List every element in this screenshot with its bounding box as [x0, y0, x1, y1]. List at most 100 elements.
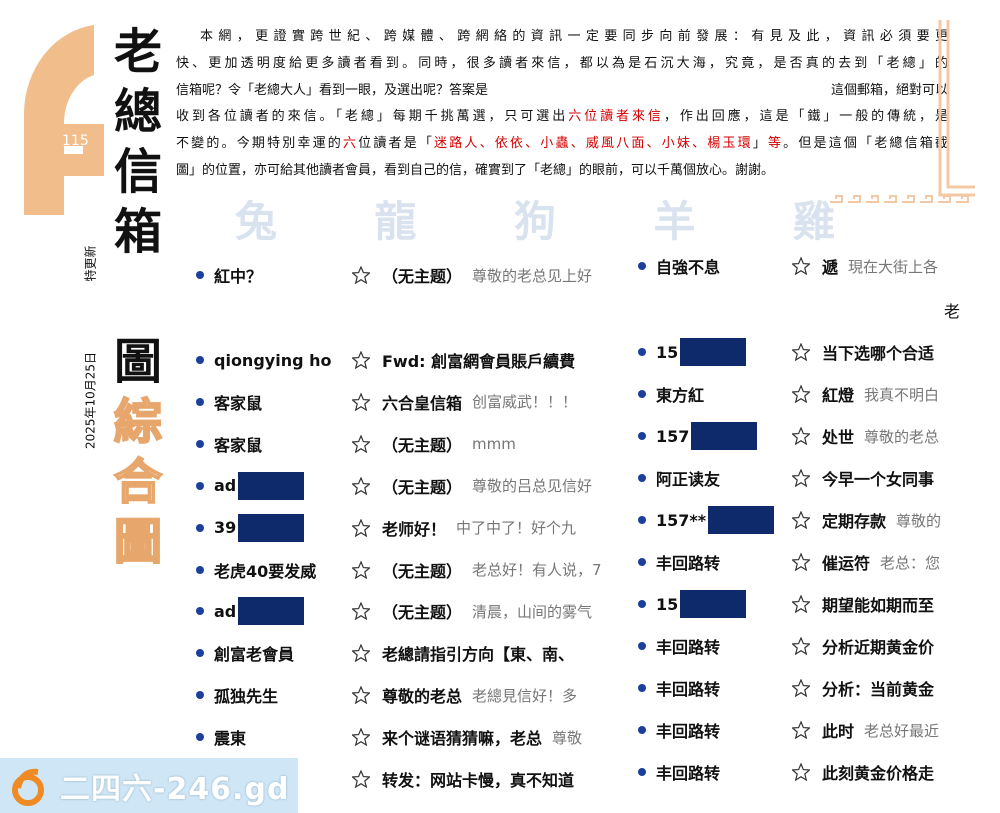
star-icon[interactable]: [792, 637, 810, 655]
text-run: 。但是這個「老總信箱截: [783, 136, 948, 152]
sender-name: 157: [656, 426, 690, 446]
mail-row[interactable]: 丰回路转 分析：当前黄金: [638, 673, 956, 703]
mail-row[interactable]: 15 期望能如期而至: [638, 589, 956, 619]
star-icon[interactable]: [352, 351, 370, 369]
subject: Fwd: 創富網會員賬戶續費: [382, 352, 576, 371]
mail-row[interactable]: 157** 定期存款 尊敬的: [638, 505, 956, 535]
star-icon[interactable]: [352, 770, 370, 788]
star-icon[interactable]: [352, 392, 370, 411]
watermark-text: 二四六-246.gd: [60, 771, 290, 807]
sender: 丰回路转: [656, 676, 720, 700]
sender: 丰回路转: [656, 718, 720, 742]
star-icon[interactable]: [352, 476, 370, 495]
star-icon[interactable]: [792, 469, 810, 487]
star-icon[interactable]: [792, 721, 810, 739]
mail-row[interactable]: 15 当下选哪个合适: [638, 337, 956, 367]
mail-row[interactable]: 紅中？ （无主题） 尊敬的老总见上好: [196, 260, 606, 290]
star-icon[interactable]: [352, 644, 370, 663]
mail-row[interactable]: 老虎40要发威 （无主题） 老总好！有人说，7: [196, 555, 606, 585]
unread-dot: [638, 768, 646, 776]
mail-row[interactable]: ad （无主题） 尊敬的吕总见信好: [196, 471, 606, 501]
preview: 尊敬的吕总见信好: [472, 477, 593, 496]
star-icon[interactable]: [792, 257, 810, 275]
subject: 来个谜语猜猜嘛，老总: [382, 729, 543, 749]
mail-row[interactable]: 丰回路转 此时 老总好最近: [638, 715, 956, 745]
mail-row[interactable]: 自強不息 遞現在大街上各: [638, 251, 956, 281]
sender-name: 老虎40要发威: [214, 561, 317, 581]
subject: 遞: [822, 258, 839, 277]
sender-name: 紅中？: [214, 267, 263, 286]
unread-dot: [196, 481, 204, 490]
star-icon[interactable]: [792, 511, 810, 529]
mail-row[interactable]: 孤独先生 尊敬的老总 老總見信好！多: [196, 680, 606, 710]
watermark: 二四六-246.gd: [0, 758, 298, 813]
subject: 六合皇信箱: [382, 393, 463, 413]
unread-dot: [196, 356, 204, 364]
sender-name: 15: [656, 342, 679, 362]
star-icon[interactable]: [352, 686, 370, 705]
mail-row[interactable]: 阿正读友 今早一个女同事: [638, 463, 956, 493]
star-icon[interactable]: [792, 385, 810, 403]
mail-row[interactable]: 157 处世 尊敬的老总: [638, 421, 956, 451]
redaction: [238, 597, 305, 626]
mail-row[interactable]: 震東 来个谜语猜猜嘛，老总 尊敬: [196, 722, 606, 752]
mail-row[interactable]: 丰回路转 催运符 老总：您: [638, 547, 956, 577]
sender-name: 東方紅: [656, 386, 705, 405]
star-icon[interactable]: [792, 763, 810, 781]
mail-row[interactable]: ad （无主题） 清晨，山间的雾气: [196, 596, 606, 626]
mail-row[interactable]: 39 老师好！ 中了中了！好个九: [196, 513, 606, 543]
subject: 定期存款: [822, 512, 887, 531]
subject-line: 定期存款 尊敬的: [822, 508, 941, 532]
sender-name: 自強不息: [656, 258, 721, 277]
star-icon[interactable]: [352, 266, 370, 284]
mail-row[interactable]: 客家鼠 六合皇信箱 创富威武！！！: [196, 387, 606, 417]
sender-name: 丰回路转: [656, 554, 721, 573]
star-icon[interactable]: [352, 728, 370, 747]
sender-name: 丰回路转: [656, 680, 721, 699]
text-run: 收到各位讀者的來信。「老總」每期千挑萬選，只可選出: [176, 109, 569, 125]
unread-dot: [196, 523, 204, 532]
mail-row[interactable]: 丰回路转 此刻黄金价格走: [638, 757, 956, 787]
star-icon[interactable]: [792, 427, 810, 445]
sender-name: 創富老會員: [214, 645, 295, 665]
star-icon[interactable]: [352, 602, 370, 621]
paragraph-line: 信箱呢？令「老總大人」看到一眼，及選出呢？答案是 這個郵箱，絕對可以: [176, 78, 948, 105]
unread-dot: [196, 439, 204, 448]
subject-line: 转发：网站卡慢，真不知道: [382, 767, 574, 791]
mail-row[interactable]: 東方紅 紅燈 我真不明白: [638, 379, 956, 409]
mail-row[interactable]: 創富老會員 老總請指引方向【東、南、: [196, 638, 606, 668]
mail-row[interactable]: 丰回路转 分析近期黄金价: [638, 631, 956, 661]
zodiac-char: 龍: [374, 197, 417, 246]
sender: 157: [656, 422, 758, 450]
mail-row[interactable]: qiongying ho Fwd: 創富網會員賬戶續費: [196, 345, 606, 375]
paragraph-line: 本網，更證實跨世紀、跨媒體、跨網絡的資訊一定要同步向前發展：有見及此，資訊必須要…: [176, 24, 948, 51]
sender-name: 丰回路转: [656, 764, 721, 783]
sender-name: 丰回路转: [656, 722, 721, 741]
update-note: 特更新: [83, 245, 98, 282]
subject: 分析近期黄金价: [822, 638, 935, 657]
star-icon[interactable]: [792, 553, 810, 571]
subject-line: 来个谜语猜猜嘛，老总 尊敬: [382, 725, 582, 749]
star-icon[interactable]: [352, 560, 370, 579]
unread-dot: [638, 684, 646, 692]
star-icon[interactable]: [792, 343, 810, 361]
star-icon[interactable]: [352, 434, 370, 453]
subject: 今早一个女同事: [822, 470, 935, 489]
subject: 转发：网站卡慢，真不知道: [382, 771, 575, 790]
star-icon[interactable]: [352, 518, 370, 537]
paragraph-line: 不變的。今期特別幸運的六位讀者是「迷路人、依依、小蟲、威風八面、小妹、楊玉環」等…: [176, 131, 948, 158]
sender: 創富老會員: [214, 641, 294, 665]
sender: 39: [214, 513, 305, 542]
logo: 115: [23, 25, 104, 215]
unread-dot: [196, 271, 204, 279]
sender: 孤独先生: [214, 683, 278, 707]
sender-name: 阿正读友: [656, 470, 721, 489]
subject: 紅燈: [822, 386, 855, 405]
star-icon[interactable]: [792, 595, 810, 613]
sender: 震東: [214, 725, 246, 749]
subject: 催运符: [822, 554, 871, 573]
text-run: 不變的。今期特別幸運的: [176, 136, 343, 152]
mail-row[interactable]: 客家鼠 （无主题） mmm: [196, 429, 606, 459]
star-icon[interactable]: [792, 679, 810, 697]
